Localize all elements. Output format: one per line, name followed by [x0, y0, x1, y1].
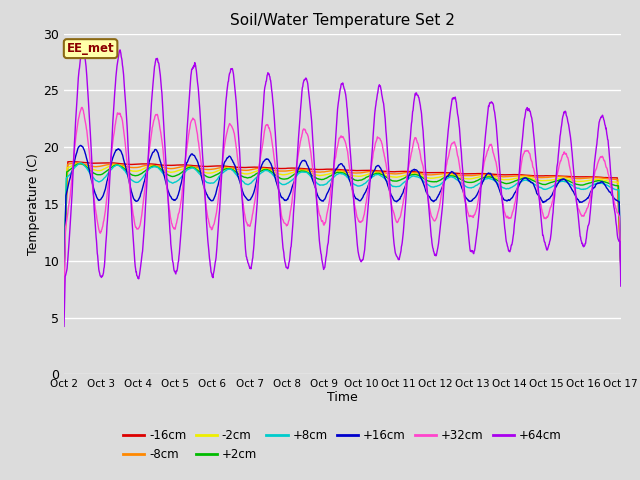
+64cm	[116, 47, 124, 53]
+2cm	[429, 179, 437, 185]
-8cm	[74, 160, 81, 166]
+2cm	[171, 173, 179, 179]
+2cm	[502, 180, 509, 186]
+16cm	[551, 186, 559, 192]
-8cm	[184, 163, 192, 169]
+2cm	[76, 161, 83, 167]
+8cm	[246, 180, 254, 186]
-2cm	[76, 160, 83, 166]
+16cm	[429, 198, 437, 204]
Line: -2cm: -2cm	[64, 163, 621, 272]
-2cm	[171, 169, 179, 175]
+32cm	[551, 182, 559, 188]
-16cm	[184, 162, 192, 168]
-2cm	[551, 176, 559, 182]
+64cm	[502, 235, 509, 241]
-16cm	[246, 164, 254, 170]
Line: -8cm: -8cm	[64, 163, 621, 270]
-2cm	[60, 269, 68, 275]
Legend: -16cm, -8cm, -2cm, +2cm, +8cm, +16cm, +32cm, +64cm: -16cm, -8cm, -2cm, +2cm, +8cm, +16cm, +3…	[118, 425, 566, 466]
+64cm	[617, 283, 625, 289]
+8cm	[184, 167, 192, 172]
-8cm	[551, 174, 559, 180]
+8cm	[617, 264, 625, 270]
+64cm	[246, 264, 254, 270]
-8cm	[60, 267, 68, 273]
+64cm	[184, 109, 192, 115]
Line: +8cm: +8cm	[64, 163, 621, 277]
+32cm	[171, 225, 179, 231]
+16cm	[184, 157, 192, 163]
+8cm	[502, 186, 509, 192]
+32cm	[429, 216, 437, 222]
-16cm	[429, 170, 437, 176]
+8cm	[429, 184, 437, 190]
+32cm	[184, 135, 192, 141]
+16cm	[246, 197, 254, 203]
-8cm	[246, 167, 254, 173]
-8cm	[429, 172, 437, 178]
Line: +16cm: +16cm	[64, 145, 621, 287]
-2cm	[184, 164, 192, 170]
+8cm	[77, 160, 84, 166]
+32cm	[78, 105, 86, 110]
-2cm	[502, 177, 509, 182]
+8cm	[551, 182, 559, 188]
+32cm	[617, 273, 625, 279]
+8cm	[60, 274, 68, 280]
Line: +2cm: +2cm	[64, 164, 621, 274]
+2cm	[617, 264, 625, 269]
+64cm	[171, 268, 179, 274]
+2cm	[60, 271, 68, 276]
X-axis label: Time: Time	[327, 391, 358, 404]
+64cm	[60, 324, 68, 329]
-16cm	[617, 264, 625, 269]
+32cm	[502, 213, 509, 219]
Line: +64cm: +64cm	[64, 50, 621, 326]
+64cm	[429, 246, 437, 252]
-8cm	[617, 263, 625, 269]
+2cm	[246, 174, 254, 180]
+16cm	[502, 198, 509, 204]
+2cm	[551, 179, 559, 184]
-16cm	[551, 173, 559, 179]
-2cm	[246, 170, 254, 176]
+16cm	[60, 284, 68, 289]
Y-axis label: Temperature (C): Temperature (C)	[28, 153, 40, 255]
-2cm	[617, 264, 625, 269]
Text: EE_met: EE_met	[67, 42, 115, 55]
-16cm	[67, 159, 74, 165]
+32cm	[60, 299, 68, 305]
-16cm	[502, 172, 509, 178]
+32cm	[246, 221, 254, 227]
+16cm	[171, 197, 179, 203]
+2cm	[184, 165, 192, 170]
+8cm	[171, 179, 179, 185]
-16cm	[60, 265, 68, 271]
-8cm	[502, 174, 509, 180]
-2cm	[429, 175, 437, 181]
+16cm	[77, 143, 84, 148]
-16cm	[171, 162, 179, 168]
Title: Soil/Water Temperature Set 2: Soil/Water Temperature Set 2	[230, 13, 455, 28]
+64cm	[551, 188, 559, 193]
-8cm	[171, 166, 179, 171]
Line: +32cm: +32cm	[64, 108, 621, 302]
Line: -16cm: -16cm	[64, 162, 621, 268]
+16cm	[617, 268, 625, 274]
